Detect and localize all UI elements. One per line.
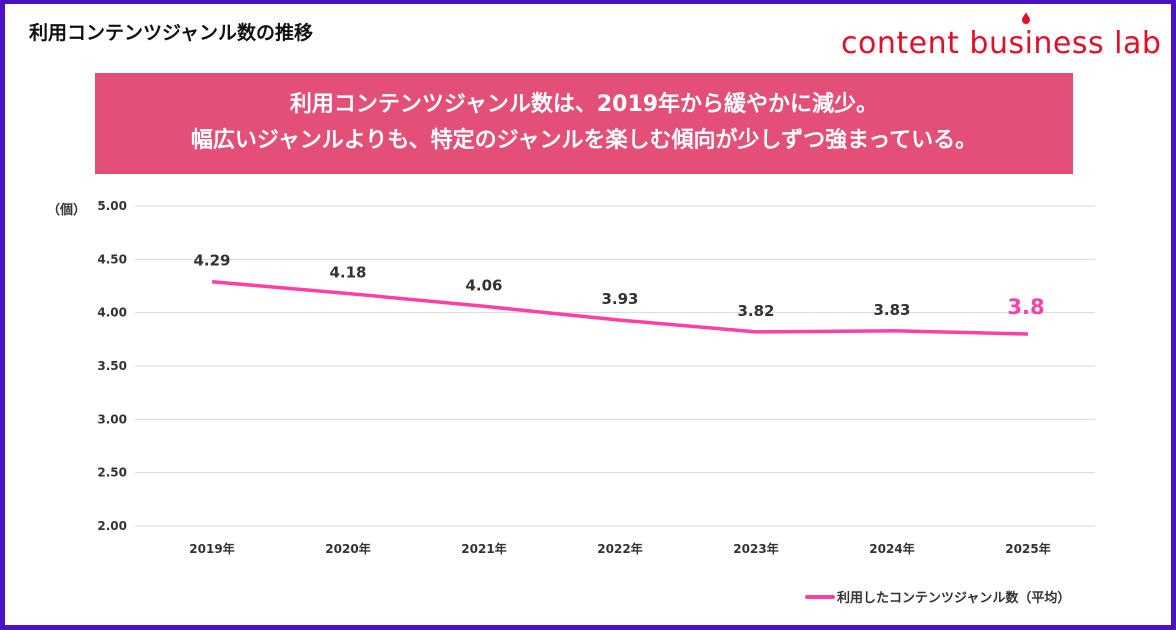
x-tick-label: 2025年 bbox=[1005, 541, 1050, 556]
y-axis-unit: （個） bbox=[47, 203, 87, 218]
data-label: 3.82 bbox=[737, 302, 774, 320]
data-label: 3.83 bbox=[873, 301, 910, 319]
y-tick-label: 3.50 bbox=[97, 359, 127, 373]
y-tick-label: 2.00 bbox=[97, 519, 127, 533]
x-tick-label: 2021年 bbox=[461, 541, 506, 556]
banner-line-2: 幅広いジャンルよりも、特定のジャンルを楽しむ傾向が少しずつ強まっている。 bbox=[190, 128, 978, 153]
x-tick-label: 2024年 bbox=[869, 541, 914, 556]
page-title: 利用コンテンツジャンル数の推移 bbox=[29, 22, 314, 44]
drop-icon bbox=[1022, 12, 1030, 24]
y-tick-label: 3.00 bbox=[97, 412, 127, 426]
logo: content business lab bbox=[841, 26, 1162, 61]
data-label: 3.8 bbox=[1007, 295, 1044, 319]
y-tick-label: 5.00 bbox=[97, 199, 127, 213]
data-label: 3.93 bbox=[601, 290, 638, 308]
banner-line-1: 利用コンテンツジャンル数は、2019年から緩やかに減少。 bbox=[289, 92, 879, 117]
x-tick-label: 2023年 bbox=[733, 541, 778, 556]
x-tick-label: 2019年 bbox=[189, 541, 234, 556]
data-label: 4.18 bbox=[329, 263, 366, 281]
legend-label: 利用したコンテンツジャンル数（平均） bbox=[837, 591, 1071, 606]
y-tick-label: 2.50 bbox=[97, 466, 127, 480]
y-tick-label: 4.00 bbox=[97, 306, 127, 320]
legend-swatch bbox=[805, 594, 835, 599]
headline-banner: 利用コンテンツジャンル数は、2019年から緩やかに減少。 幅広いジャンルよりも、… bbox=[95, 73, 1073, 174]
data-label: 4.06 bbox=[465, 276, 502, 294]
line-chart: 5.00 4.50 4.00 3.50 3.00 2.50 2.00 2019年 2020年 20… bbox=[97, 199, 1095, 556]
x-tick-label: 2022年 bbox=[597, 541, 642, 556]
data-label: 4.29 bbox=[193, 252, 230, 270]
x-tick-label: 2020年 bbox=[325, 541, 370, 556]
y-tick-label: 4.50 bbox=[97, 252, 127, 266]
legend: 利用したコンテンツジャンル数（平均） bbox=[805, 587, 1070, 606]
